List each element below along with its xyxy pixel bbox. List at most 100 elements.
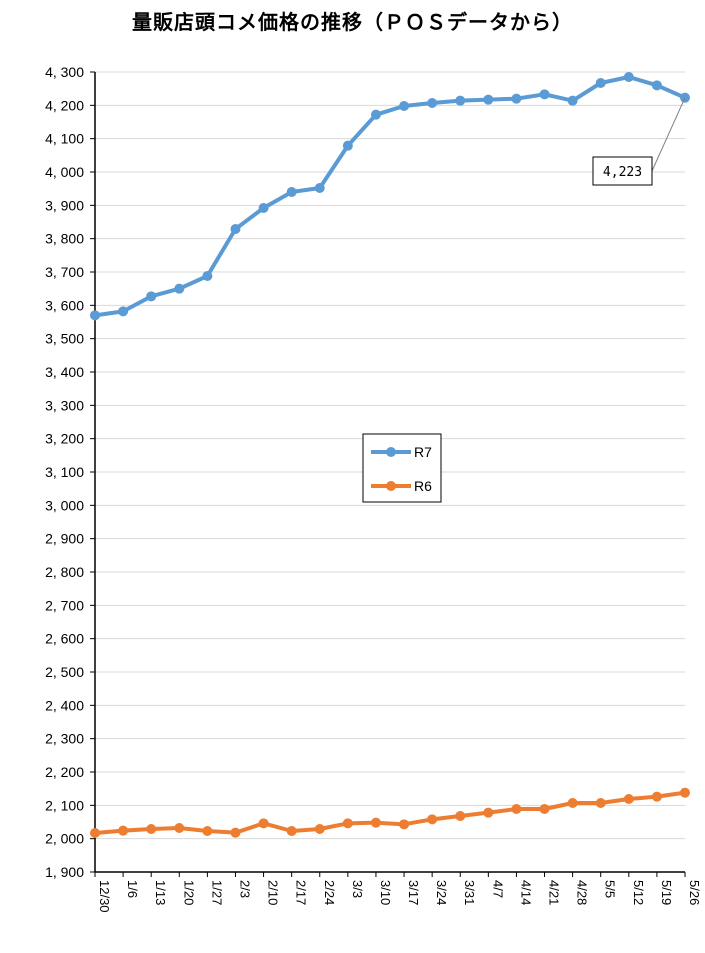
data-point-r6	[202, 826, 213, 836]
data-point-r6	[174, 823, 185, 833]
data-point-r7	[595, 78, 606, 88]
y-axis-ticks: 1, 900 2, 000 2, 100 2, 200 2, 300 2, 400 2, 5…	[45, 64, 95, 880]
data-point-r6	[90, 828, 100, 838]
series-layer	[90, 72, 690, 838]
chart-title: 量販店頭コメ価格の推移（ＰＯＳデータから）	[132, 10, 573, 34]
x-tick-label: 3/10	[378, 880, 393, 905]
data-point-r6	[511, 804, 522, 814]
y-tick-label: 2, 300	[45, 731, 84, 747]
y-tick-label: 2, 600	[45, 631, 84, 647]
x-tick-label: 4/21	[547, 880, 562, 905]
legend-label-r7: R7	[414, 444, 432, 460]
y-tick-label: 2, 400	[45, 697, 84, 713]
y-tick-label: 3, 600	[45, 297, 84, 313]
data-point-r7	[370, 109, 381, 120]
x-tick-label: 4/14	[518, 880, 533, 905]
y-tick-label: 2, 100	[45, 797, 84, 813]
data-point-r6	[651, 791, 662, 802]
x-tick-label: 12/30	[97, 880, 112, 913]
data-point-r6	[567, 798, 578, 808]
data-point-r7	[230, 224, 241, 234]
data-point-r6	[286, 826, 297, 836]
data-point-r7	[118, 306, 129, 317]
x-tick-label: 2/10	[266, 880, 281, 905]
y-tick-label: 1, 900	[45, 864, 84, 880]
data-point-r6	[623, 794, 634, 804]
data-point-r7	[483, 94, 494, 105]
data-point-r6	[146, 824, 157, 834]
x-tick-label: 3/24	[434, 880, 449, 905]
series-line-r7	[94, 75, 686, 318]
y-tick-label: 3, 800	[45, 231, 84, 247]
y-tick-label: 2, 800	[45, 564, 84, 580]
data-point-r7	[314, 183, 325, 193]
y-tick-label: 2, 000	[45, 831, 84, 847]
y-tick-label: 2, 700	[45, 597, 84, 613]
series-r7	[90, 72, 690, 321]
x-tick-label: 4/7	[490, 880, 505, 898]
x-tick-label: 5/26	[687, 880, 702, 905]
series-line-r6	[94, 790, 686, 835]
data-point-r6	[595, 798, 606, 808]
x-tick-label: 3/3	[350, 880, 365, 898]
data-point-r7	[539, 89, 550, 100]
x-tick-label: 1/13	[153, 880, 168, 905]
data-point-r6	[230, 827, 241, 838]
x-tick-label: 1/6	[125, 880, 140, 898]
data-point-r7	[399, 101, 410, 111]
y-tick-label: 2, 500	[45, 664, 84, 680]
x-tick-label: 1/20	[181, 880, 196, 905]
data-point-r7	[146, 291, 157, 302]
data-point-r7	[202, 271, 213, 281]
data-point-r7	[90, 310, 100, 321]
series-r6	[90, 787, 690, 838]
x-tick-label: 2/24	[322, 880, 337, 905]
y-tick-label: 4, 000	[45, 164, 84, 180]
x-tick-label: 1/27	[209, 880, 224, 905]
x-tick-label: 4/28	[575, 880, 590, 905]
grid-lines	[95, 71, 685, 840]
data-point-r6	[455, 811, 466, 821]
y-tick-label: 3, 400	[45, 364, 84, 380]
data-point-r6	[680, 787, 690, 798]
x-axis-ticks: 12/30 1/6 1/13 1/20 1/27 2/3 2/10 2/17 2/24 3/3 3/…	[94, 872, 702, 913]
y-tick-label: 3, 000	[45, 497, 84, 513]
y-tick-label: 3, 300	[45, 397, 84, 413]
data-point-r6	[314, 824, 325, 834]
data-point-r7	[651, 80, 662, 91]
legend-marker-r7	[386, 447, 396, 457]
data-point-r7	[174, 283, 185, 294]
data-point-r7	[258, 203, 269, 213]
data-point-r6	[370, 817, 381, 828]
annotation-layer: 4,223	[592, 97, 686, 186]
data-point-r6	[399, 819, 410, 830]
callout-box	[592, 156, 653, 186]
data-point-r7	[623, 72, 634, 82]
y-tick-label: 3, 700	[45, 264, 84, 280]
data-point-r7	[511, 93, 522, 104]
legend-label-r6: R6	[414, 478, 432, 494]
data-point-r7	[342, 140, 353, 151]
x-tick-label: 2/17	[294, 880, 309, 905]
data-point-r7	[427, 98, 438, 108]
y-tick-label: 4, 200	[45, 97, 84, 113]
data-point-r6	[483, 807, 494, 818]
y-tick-label: 2, 900	[45, 531, 84, 547]
x-tick-label: 2/3	[237, 880, 252, 898]
legend-box	[362, 433, 442, 503]
x-tick-label: 5/5	[603, 880, 618, 898]
callout-leader	[651, 97, 686, 172]
data-point-r6	[258, 818, 269, 829]
x-tick-label: 3/17	[406, 880, 421, 905]
data-point-r6	[342, 818, 353, 829]
data-point-r7	[567, 95, 578, 106]
data-point-r7	[455, 95, 466, 106]
y-tick-label: 4, 300	[45, 64, 84, 80]
data-point-r7	[286, 187, 297, 197]
data-point-r6	[539, 804, 550, 814]
y-tick-label: 3, 200	[45, 431, 84, 447]
callout-label: 4,223	[603, 165, 642, 180]
x-tick-label: 5/12	[631, 880, 646, 905]
y-tick-label: 3, 100	[45, 464, 84, 480]
